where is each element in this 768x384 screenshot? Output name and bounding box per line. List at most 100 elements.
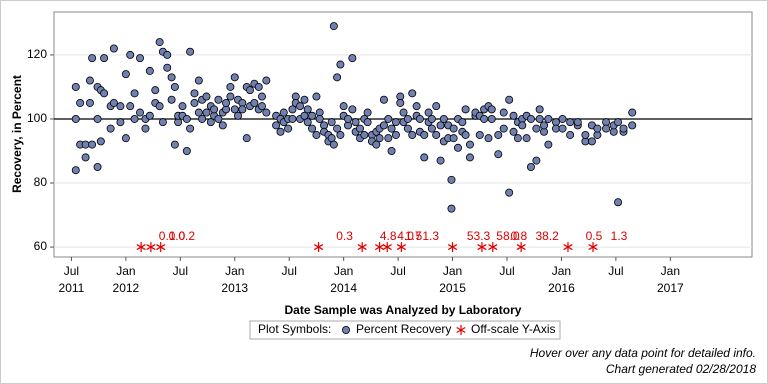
x-tick-label: Jul — [64, 264, 79, 278]
x-tick-label: Jan — [225, 264, 244, 278]
plot-frame — [53, 11, 753, 258]
point — [76, 98, 85, 107]
y-tick-label: 60 — [34, 239, 48, 253]
asterisk — [136, 242, 146, 253]
point — [436, 156, 445, 165]
asterisk-stroke — [456, 326, 466, 334]
value-label: 58.0 — [496, 229, 520, 243]
point — [475, 130, 484, 139]
value-label: 0.3 — [336, 229, 353, 243]
point — [532, 124, 541, 133]
point — [628, 121, 637, 130]
asterisk — [314, 242, 324, 253]
asterisk-stroke — [314, 244, 324, 251]
point — [230, 105, 239, 114]
point — [315, 114, 324, 123]
x-tick-label: Jan — [116, 264, 135, 278]
value-label: 0.0 — [169, 229, 186, 243]
point — [312, 92, 321, 101]
x-tick-label: Jul — [499, 264, 514, 278]
point — [158, 118, 167, 127]
point — [182, 146, 191, 155]
point — [465, 153, 474, 162]
point — [427, 124, 436, 133]
point — [130, 89, 139, 98]
point — [85, 98, 94, 107]
note: Chart generated 02/28/2018 — [606, 362, 756, 376]
point — [351, 118, 360, 127]
x-tick-label: Jan — [443, 264, 462, 278]
asterisk — [516, 242, 526, 253]
asterisk-stroke — [146, 244, 156, 251]
y-tick-label: 120 — [27, 47, 47, 61]
point — [415, 114, 424, 123]
y-tick-label: 100 — [27, 111, 47, 125]
point — [130, 114, 139, 123]
point — [432, 102, 441, 111]
point — [121, 70, 130, 79]
point — [614, 118, 623, 127]
point — [202, 108, 211, 117]
point — [250, 98, 259, 107]
point — [303, 118, 312, 127]
legend-title: Plot Symbols: — [258, 322, 331, 336]
point — [399, 108, 408, 117]
point — [93, 114, 102, 123]
point — [71, 114, 80, 123]
point — [218, 121, 227, 130]
x-tick-label: Jul — [608, 264, 623, 278]
point — [300, 95, 309, 104]
legend-symbol — [341, 325, 350, 334]
point — [449, 124, 458, 133]
point — [509, 111, 518, 120]
point — [348, 105, 357, 114]
point — [449, 134, 458, 143]
value-label: 0.2 — [178, 229, 195, 243]
point — [136, 54, 145, 63]
x-tick-label: Jan — [661, 264, 680, 278]
point — [363, 108, 372, 117]
point — [558, 124, 567, 133]
asterisk-stroke — [382, 244, 392, 251]
point — [116, 102, 125, 111]
legend-label: Off-scale Y-Axis — [471, 322, 555, 336]
point — [333, 73, 342, 82]
asterisk-stroke — [156, 244, 166, 251]
point — [628, 108, 637, 117]
point — [71, 166, 80, 175]
point — [461, 130, 470, 139]
point — [509, 127, 518, 136]
point — [136, 108, 145, 117]
x-tick-label: Jul — [390, 264, 405, 278]
asterisk — [374, 242, 385, 253]
point — [288, 105, 297, 114]
point — [505, 188, 514, 197]
point — [151, 86, 160, 95]
x-tick-label: Jul — [282, 264, 297, 278]
value-label: 1.7 — [405, 229, 422, 243]
point — [238, 105, 247, 114]
asterisk-stroke — [588, 244, 598, 251]
point — [96, 137, 105, 146]
point — [360, 130, 369, 139]
point — [526, 163, 535, 172]
value-label: 53.3 — [467, 229, 491, 243]
point — [276, 127, 285, 136]
point — [447, 175, 456, 184]
point — [194, 108, 203, 117]
point — [384, 114, 393, 123]
point — [573, 118, 582, 127]
x-year-label: 2017 — [657, 281, 684, 295]
point — [391, 118, 400, 127]
point — [329, 22, 338, 31]
point — [100, 54, 109, 63]
value-label: 1.3 — [611, 229, 628, 243]
point — [447, 204, 456, 213]
value-label: 38.2 — [535, 229, 559, 243]
point — [544, 114, 553, 123]
point — [296, 102, 305, 111]
point — [336, 130, 345, 139]
point — [522, 134, 531, 143]
point — [308, 111, 317, 120]
x-tick-label: Jan — [552, 264, 571, 278]
